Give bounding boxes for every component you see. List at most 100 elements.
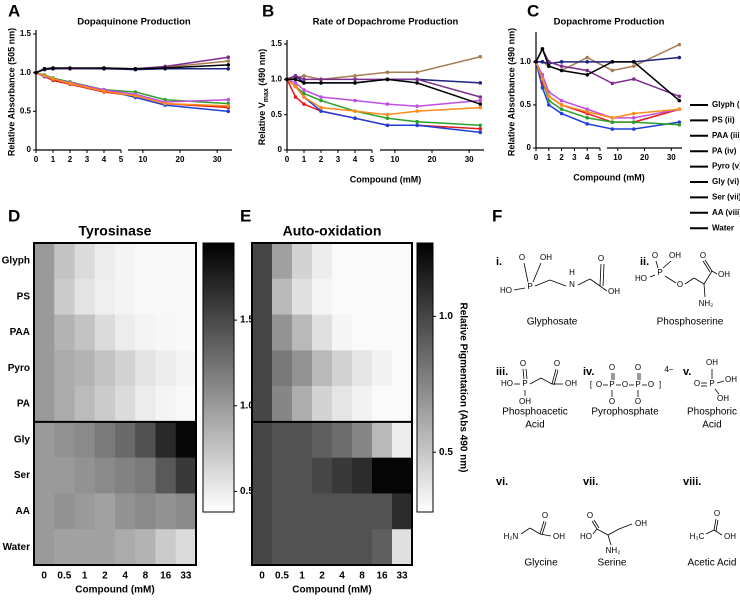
- atom-label: P: [522, 379, 527, 388]
- atom-label: OH: [669, 251, 681, 260]
- heat-cell: [312, 457, 333, 494]
- bond: [541, 521, 547, 536]
- heat-cell: [392, 350, 413, 387]
- structure-name: Pyrophosphate: [591, 407, 659, 418]
- structure-name: Phosphoacetic: [502, 407, 568, 418]
- bond: [713, 518, 717, 531]
- data-point: [559, 103, 564, 107]
- atom-label: N: [569, 280, 575, 289]
- atom-label: P: [709, 379, 714, 388]
- heat-cell: [74, 386, 96, 423]
- data-point: [610, 81, 615, 86]
- heat-cell: [312, 243, 333, 280]
- heat-cell: [115, 314, 136, 351]
- data-point: [547, 94, 551, 99]
- data-point: [293, 95, 298, 99]
- series-line: [286, 78, 481, 107]
- bond: [520, 527, 531, 535]
- data-point: [547, 98, 551, 103]
- heat-cell: [175, 278, 197, 315]
- heat-cell: [272, 529, 293, 566]
- bond: [704, 259, 713, 272]
- x-tick-label: 4: [102, 155, 107, 164]
- data-point: [319, 81, 323, 85]
- bond: [591, 520, 598, 530]
- bond: [664, 275, 677, 284]
- x-tick-label: 3: [336, 155, 341, 164]
- bond: [715, 519, 719, 532]
- y-axis-title: Relative Vmax (490 nm): [257, 49, 270, 146]
- column-label: 1: [299, 571, 305, 582]
- y-tick-label: 1.0: [20, 68, 32, 77]
- y-tick-label: 1.0: [271, 74, 283, 83]
- heat-cell: [74, 350, 96, 387]
- heat-cell: [392, 314, 413, 351]
- series-line: [536, 56, 680, 65]
- data-point: [226, 59, 231, 63]
- atom-label: OH: [725, 375, 737, 384]
- bond: [607, 534, 612, 546]
- chart-title: Tyrosinase: [79, 223, 152, 239]
- bond: [713, 529, 723, 536]
- heat-cell: [292, 350, 313, 387]
- heat-cell: [272, 243, 293, 280]
- data-point: [540, 47, 545, 51]
- structure-name: Acid: [525, 420, 544, 431]
- heat-cell: [252, 493, 273, 530]
- heat-cell: [34, 350, 55, 387]
- column-label: 4: [339, 571, 345, 582]
- heat-cell: [292, 278, 313, 315]
- chart-title: Dopachrome Production: [554, 17, 665, 28]
- colorbar-tick-label: 0.5: [439, 447, 453, 458]
- x-tick-label: 10: [390, 155, 399, 164]
- atom-label: O: [652, 251, 658, 260]
- heat-cell: [175, 493, 197, 530]
- data-point: [226, 109, 231, 114]
- data-point: [585, 122, 589, 126]
- x-axis-title: Compound (mM): [573, 172, 644, 182]
- heat-cell: [54, 421, 75, 458]
- heat-cell: [252, 278, 273, 315]
- data-point: [610, 127, 615, 131]
- column-label: 4: [122, 571, 128, 582]
- y-tick-label: 1.0: [520, 57, 532, 66]
- heat-cell: [292, 386, 313, 423]
- data-point: [478, 95, 483, 99]
- data-point: [302, 95, 306, 99]
- heat-cell: [272, 350, 293, 387]
- structure-name: Glyphosate: [527, 317, 578, 328]
- structure-numeral: ii.: [640, 256, 649, 268]
- bond: [702, 260, 711, 273]
- atom-label: OH: [608, 287, 620, 296]
- heat-cell: [292, 243, 313, 280]
- heat-cell: [372, 493, 393, 530]
- legend-label: Pyro (v): [712, 162, 740, 171]
- heat-box: [33, 242, 197, 566]
- data-point: [319, 105, 323, 110]
- data-point: [478, 105, 483, 110]
- x-tick-label: 10: [138, 155, 147, 164]
- legend-label: Glyph (i): [712, 100, 740, 109]
- panel-label: A: [8, 1, 20, 20]
- structure-numeral: v.: [683, 366, 691, 378]
- atom-label: O: [554, 359, 560, 368]
- atom-label: O: [700, 251, 706, 260]
- heat-cell: [54, 386, 75, 423]
- heat-cell: [54, 243, 75, 280]
- atom-label: HO: [580, 532, 592, 541]
- data-point: [385, 102, 390, 106]
- data-point: [353, 77, 357, 82]
- data-point: [293, 74, 298, 78]
- heat-cell: [155, 493, 177, 530]
- column-label: 33: [180, 571, 192, 582]
- heat-cell: [115, 457, 136, 494]
- heat-cell: [332, 243, 353, 280]
- heat-cell: [54, 493, 75, 530]
- y-tick-label: 0: [27, 145, 32, 154]
- data-point: [385, 77, 390, 82]
- column-label: 0.5: [57, 571, 71, 582]
- heat-cell: [115, 386, 136, 423]
- atom-label: OH: [717, 394, 729, 403]
- atom-label: NH₂: [699, 299, 714, 308]
- heat-cell: [54, 314, 75, 351]
